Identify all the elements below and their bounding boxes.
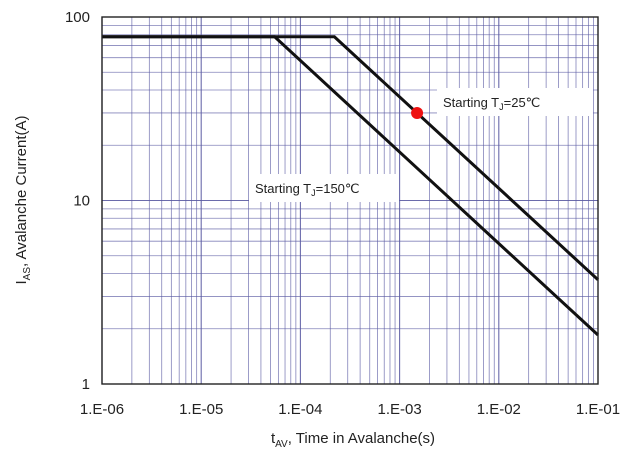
annotation-tj-150c-text-post: =150℃ <box>316 181 360 196</box>
annotation-tj-25c-text-pre: Starting T <box>443 95 499 110</box>
y-tick-label: 1 <box>82 376 90 393</box>
annotation-tj-150c-text: Starting TJ=150℃ <box>255 181 360 198</box>
annotation-tj-25c-text-post: =25℃ <box>504 95 541 110</box>
series-line-tj-150c <box>102 35 600 337</box>
x-tick-label: 1.E-03 <box>377 401 421 418</box>
annotation-tj-25c-text: Starting TJ=25℃ <box>443 95 540 112</box>
series-lines <box>102 35 600 337</box>
x-tick-label: 1.E-01 <box>576 401 620 418</box>
x-axis-title: tAV, Time in Avalanche(s) <box>271 430 435 450</box>
annotation-tj-150c-text-pre: Starting T <box>255 181 311 196</box>
x-axis-ticks: 1.E-06 1.E-05 1.E-04 1.E-03 1.E-02 1.E-01 <box>80 401 620 418</box>
annotation-tj-25c: Starting TJ=25℃ <box>437 88 593 116</box>
y-axis-title-rest: , Avalanche Current(A) <box>13 116 30 267</box>
x-tick-label: 1.E-02 <box>477 401 521 418</box>
annotation-tj-25c-text-sub: J <box>499 102 504 112</box>
y-tick-label: 100 <box>65 9 90 26</box>
x-axis-title-sub: AV <box>275 439 288 450</box>
annotation-tj-25c-background <box>437 88 593 116</box>
y-axis-title-main: I <box>13 280 30 284</box>
x-tick-label: 1.E-04 <box>278 401 322 418</box>
marker-layer <box>411 106 424 119</box>
x-axis-title-rest: , Time in Avalanche(s) <box>288 430 435 447</box>
annotation-tj-150c-text-sub: J <box>311 188 316 198</box>
plot-frame <box>101 16 599 385</box>
y-axis-title: IAS, Avalanche Current(A) <box>13 116 33 285</box>
operating-point-marker <box>411 106 424 119</box>
plot-border <box>101 16 599 385</box>
y-axis-ticks: 1 10 100 <box>65 9 90 393</box>
x-tick-label: 1.E-06 <box>80 401 124 418</box>
x-tick-label: 1.E-05 <box>179 401 223 418</box>
x-axis-title-main: t <box>271 430 276 447</box>
y-axis-title-sub: AS <box>22 267 33 281</box>
annotation-tj-150c-background <box>249 174 399 202</box>
annotation-tj-150c: Starting TJ=150℃ <box>249 174 399 202</box>
y-tick-label: 10 <box>73 193 90 210</box>
